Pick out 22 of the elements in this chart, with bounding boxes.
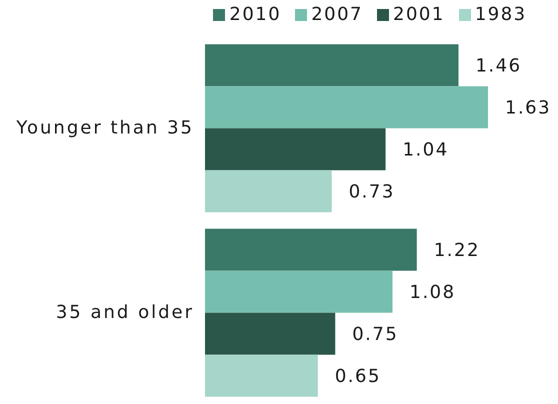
bar [205,312,336,355]
bar [205,86,488,128]
legend-label: 2007 [311,4,363,25]
data-label: 1.22 [434,240,480,262]
y-tick-label: Younger than 35 [15,118,194,139]
data-label: 1.04 [402,140,449,161]
data-label: 0.75 [352,324,398,346]
data-label: 1.46 [475,56,522,77]
legend-label: 1983 [474,4,527,25]
bar [205,128,386,170]
bar [205,170,332,212]
data-label: 0.73 [348,182,395,203]
bar [205,44,458,86]
y-tick-label: 35 and older [56,302,194,324]
bar [205,270,393,313]
data-label: 1.08 [410,282,456,304]
bar [205,228,417,271]
bar [205,354,318,397]
legend-label: 2001 [393,4,445,25]
data-label: 0.65 [334,366,381,388]
data-label: 1.63 [505,98,552,119]
legend-label: 2010 [229,4,282,25]
